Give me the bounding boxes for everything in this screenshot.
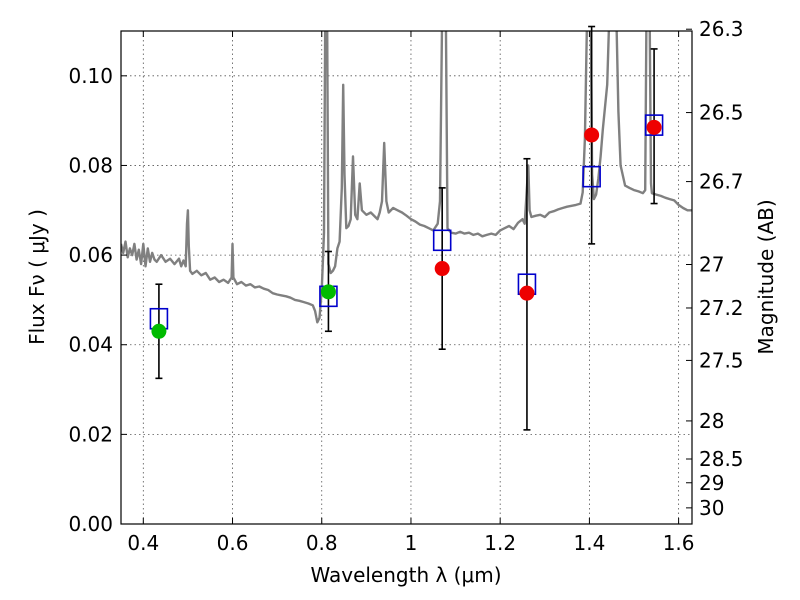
right-tick-label: 28.5 [699,447,744,471]
x-tick-label: 1.4 [573,531,605,555]
right-tick-label: 28 [699,409,724,433]
right-tick-label: 26.5 [699,101,744,125]
axis-ticks: 0.4 0.6 0.8 1 1.2 1.4 1.6 0.00 0.02 0.04 0.06 0.08 0… [68,17,743,555]
x-tick-label: 0.4 [127,531,159,555]
right-tick-label: 30 [699,496,724,520]
right-tick-label: 27.2 [699,296,744,320]
x-tick-label: 0.6 [217,531,249,555]
model-photometry-square [432,229,452,252]
x-tick-label: 1.2 [484,531,516,555]
x-tick-label: 0.8 [306,531,338,555]
observed-point-red [646,119,662,135]
y-tick-label: 0.04 [68,333,113,357]
y-tick-label: 0.10 [68,64,113,88]
plot-frame [120,30,693,525]
model-photometry-square [582,165,601,188]
right-tick-label: 29 [699,471,724,495]
right-tick-label: 27 [699,253,724,277]
y-tick-label: 0.02 [68,422,113,446]
y-tick-label: 0.06 [68,243,113,267]
observed-point-red [434,261,450,277]
markers [149,114,664,339]
grid [121,31,692,525]
observed-point-green [320,284,336,300]
observed-point-red [519,285,535,301]
right-tick-label: 27.5 [699,348,744,372]
x-tick-label: 1 [405,531,418,555]
y-axis-label: Flux Fν ( μJy ) [25,209,49,345]
model-photometry-square [644,114,664,136]
observed-point-green [151,323,167,339]
y-tick-label: 0.00 [68,512,113,536]
x-tick-label: 1.6 [663,531,695,555]
right-axis-label: Magnitude (AB) [754,199,778,354]
right-tick-label: 26.3 [699,17,744,41]
x-axis-label: Wavelength λ (μm) [310,563,501,587]
right-tick-label: 26.7 [699,170,744,194]
observed-point-red [584,127,600,143]
y-tick-label: 0.08 [68,153,113,177]
